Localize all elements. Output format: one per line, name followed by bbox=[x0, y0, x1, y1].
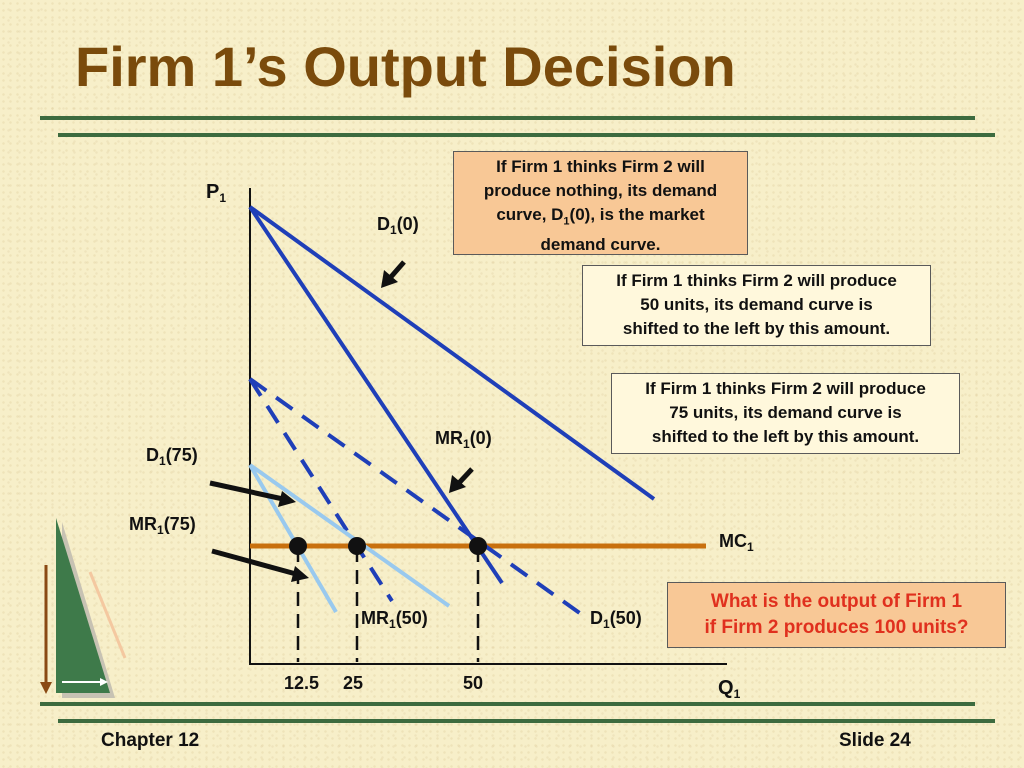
arrow-d1-75 bbox=[209, 480, 284, 502]
mr1-50-label: MR1(50) bbox=[361, 608, 428, 631]
point-50 bbox=[469, 537, 487, 555]
arrow-mr1-0 bbox=[456, 467, 474, 486]
x-tick-25: 25 bbox=[343, 673, 364, 693]
mc1-label: MC1 bbox=[719, 531, 754, 554]
d1-50-label: D1(50) bbox=[590, 608, 642, 631]
d1-75-curve bbox=[248, 463, 451, 608]
mr1-75-curve bbox=[248, 463, 338, 614]
callout-market-demand: If Firm 1 thinks Firm 2 will produce not… bbox=[453, 151, 748, 255]
x-tick-12-5: 12.5 bbox=[284, 673, 320, 693]
x-axis-label: Q1 bbox=[718, 677, 741, 701]
arrow-mr1-75 bbox=[211, 548, 297, 577]
footer-rule-bottom bbox=[58, 719, 995, 723]
mr1-0-label: MR1(0) bbox=[435, 428, 492, 451]
mr1-75-label: MR1(75) bbox=[129, 514, 196, 537]
arrow-d1-0 bbox=[388, 260, 406, 280]
point-25 bbox=[348, 537, 366, 555]
title-rule-bottom bbox=[58, 133, 995, 137]
x-tick-50: 50 bbox=[463, 673, 484, 693]
mr1-0-curve bbox=[248, 205, 504, 585]
footer-rule-top bbox=[40, 702, 975, 706]
d1-0-label: D1(0) bbox=[377, 214, 419, 237]
question-box: What is the output of Firm 1 if Firm 2 p… bbox=[667, 582, 1006, 648]
footer-chapter: Chapter 12 bbox=[101, 730, 200, 751]
mr1-50-curve bbox=[248, 377, 394, 603]
d1-50-curve bbox=[248, 377, 583, 616]
slide-decoration bbox=[40, 518, 127, 698]
slide-title: Firm 1’s Output Decision bbox=[75, 35, 736, 98]
d1-75-label: D1(75) bbox=[146, 445, 198, 468]
callout-shift-75: If Firm 1 thinks Firm 2 will produce 75 … bbox=[611, 373, 960, 454]
y-axis-label: P1 bbox=[206, 181, 227, 205]
footer-slide-number: Slide 24 bbox=[839, 730, 911, 751]
title-rule-top bbox=[40, 116, 975, 120]
callout-shift-50: If Firm 1 thinks Firm 2 will produce 50 … bbox=[582, 265, 931, 346]
point-12-5 bbox=[289, 537, 307, 555]
d1-0-curve bbox=[248, 205, 656, 501]
